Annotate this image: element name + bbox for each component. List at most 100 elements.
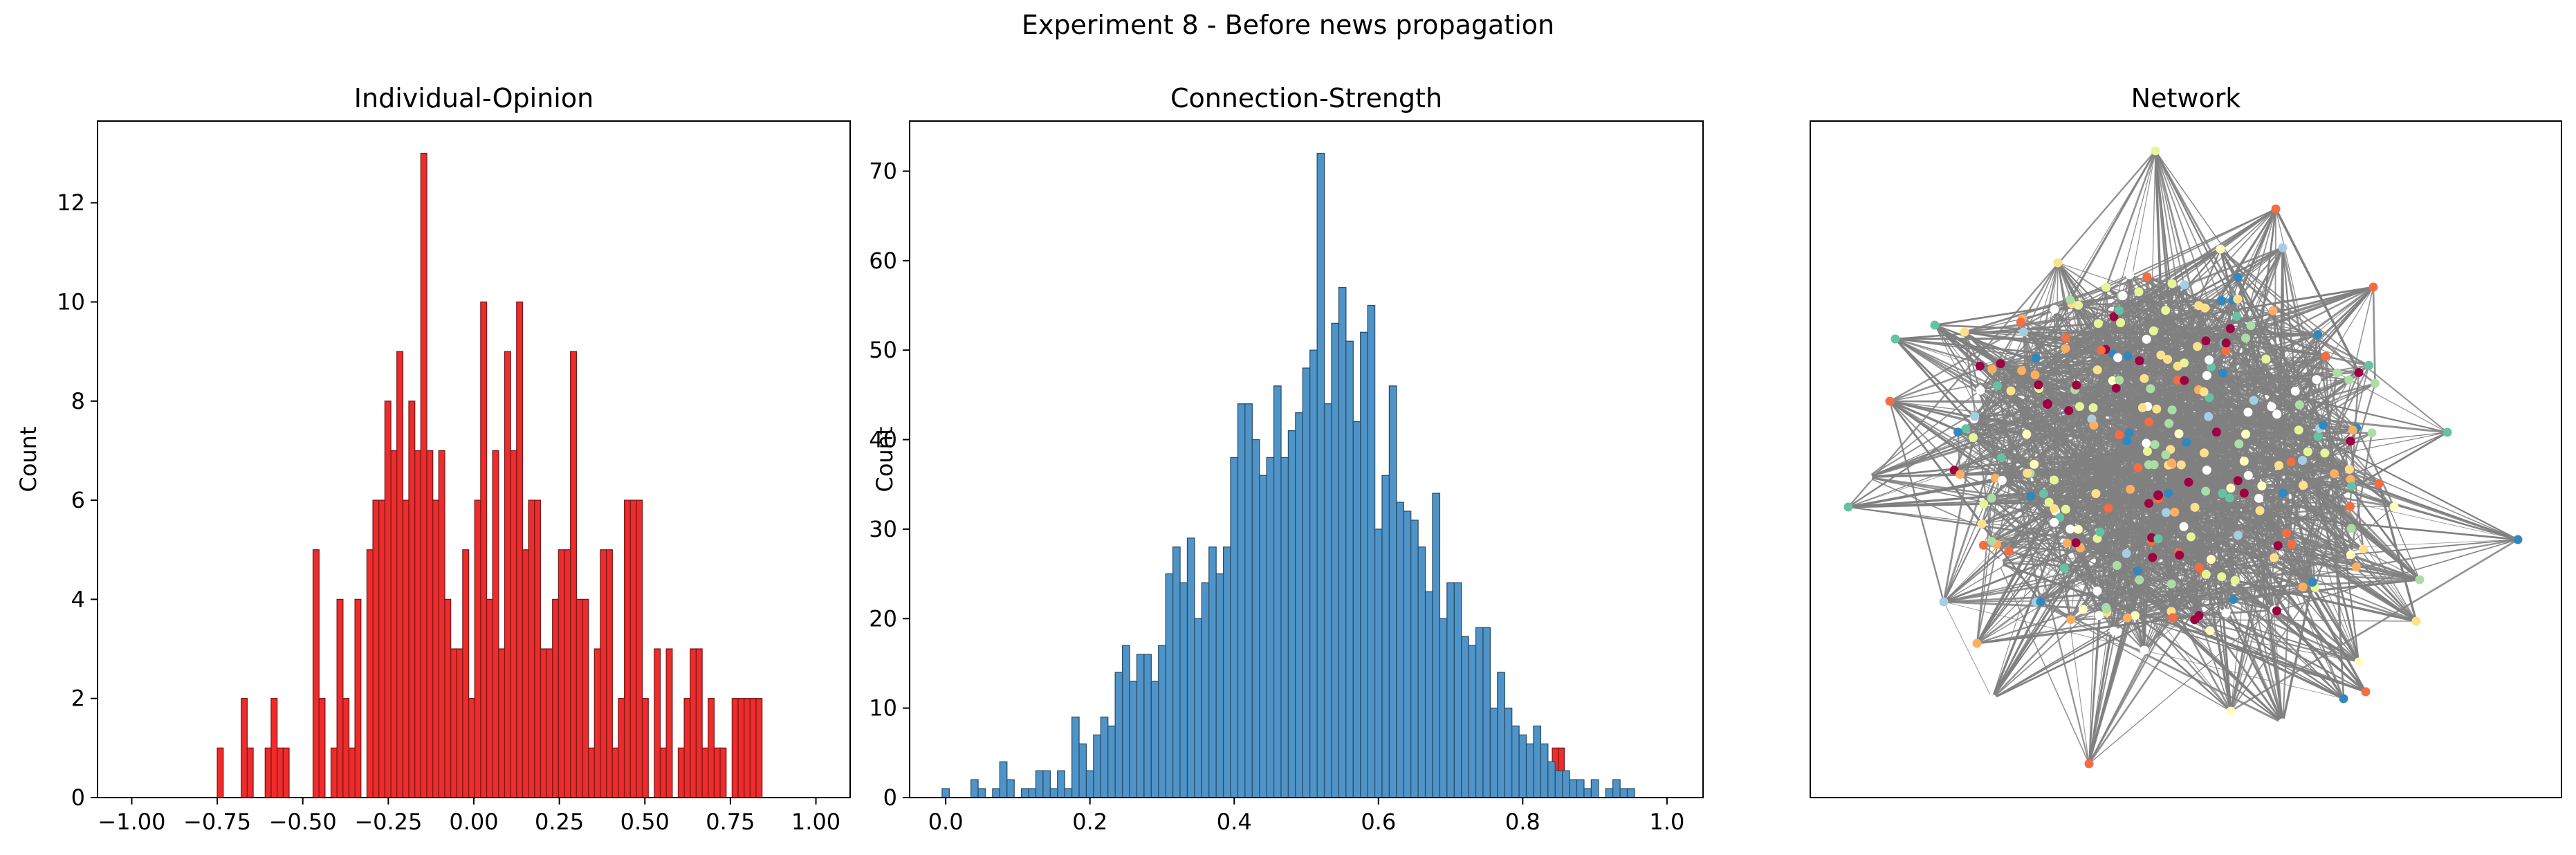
network-node [2346, 524, 2356, 533]
network-edge [2205, 490, 2367, 693]
histogram-bar [1352, 421, 1361, 798]
network-edge [2106, 208, 2276, 288]
network-node [2026, 491, 2036, 501]
network-node [2092, 586, 2102, 596]
x-tick-label: 0.25 [535, 809, 584, 835]
network-edge [2158, 535, 2191, 540]
network-node [2161, 508, 2171, 517]
histogram-bar [402, 499, 410, 798]
histogram-bar [701, 747, 709, 798]
network-node [1960, 327, 1969, 337]
network-node [2257, 481, 2267, 490]
network-edge [2119, 310, 2279, 546]
network-edge [1964, 331, 2003, 481]
network-node [2233, 476, 2243, 486]
network-edge [2216, 300, 2234, 432]
histogram-bar [1533, 725, 1542, 798]
network-node [2221, 608, 2231, 618]
network-edge [1954, 451, 2308, 471]
network-node [2239, 488, 2249, 498]
histogram-bar [1078, 743, 1087, 798]
network-edge [1943, 601, 1993, 699]
network-edge [2317, 334, 2360, 663]
network-node [2225, 493, 2234, 503]
network-node [2109, 312, 2119, 322]
network-edge [2286, 532, 2417, 622]
network-edge [2010, 150, 2156, 392]
network-node [2173, 376, 2182, 385]
histogram-bar [1590, 779, 1599, 798]
network-edge [2205, 574, 2232, 712]
network-node [1978, 540, 1988, 550]
network-edge [2137, 390, 2297, 572]
network-node [2133, 463, 2143, 472]
histogram-bar [1360, 331, 1368, 798]
y-tick-label: 30 [869, 516, 897, 542]
network-edge [2171, 283, 2352, 529]
histogram-bar [1107, 725, 1116, 798]
network-edge [1934, 324, 1993, 370]
histogram-bar [1583, 788, 1592, 798]
network-edge [1894, 338, 2081, 549]
network-node [1991, 473, 2000, 483]
network-node [2279, 488, 2288, 498]
network-node [2271, 204, 2281, 214]
network-node [2346, 436, 2355, 445]
histogram-bar [1504, 707, 1513, 798]
network-node [1976, 385, 1985, 395]
network-node [2062, 538, 2072, 548]
histogram-bar [450, 648, 457, 798]
histogram-bar [217, 747, 224, 798]
network-edge [1848, 150, 2156, 508]
histogram-bar [1237, 403, 1246, 798]
network-edge [1991, 572, 2205, 699]
histogram-bar [623, 499, 631, 798]
network-edge [2069, 150, 2157, 301]
histogram-bar [1525, 743, 1534, 798]
network-node [2270, 553, 2279, 562]
y-tick-label: 10 [869, 695, 897, 721]
histogram-bar [629, 499, 637, 798]
network-node [2167, 279, 2177, 288]
network-node [2201, 336, 2211, 346]
x-tick-label: 1.0 [1649, 809, 1684, 835]
network-node [2290, 386, 2300, 396]
histogram-bar [444, 598, 452, 798]
network-edge [2098, 322, 2326, 358]
network-edge [2172, 616, 2344, 700]
network-edge [2119, 380, 2359, 663]
network-edge [2138, 291, 2145, 651]
network-node [2202, 466, 2211, 475]
network-node [2180, 358, 2189, 368]
network-edge [2088, 565, 2117, 764]
network-node [1863, 472, 1873, 482]
network-edge [2122, 295, 2233, 301]
y-tick-label: 6 [71, 487, 85, 513]
network-edge [2166, 359, 2283, 724]
network-edge [2286, 533, 2357, 568]
network-node [1970, 412, 1980, 421]
y-tick-label: 2 [71, 686, 85, 712]
x-tick-label: −0.25 [354, 809, 422, 835]
network-node [2030, 370, 2040, 380]
network-node [2064, 406, 2074, 416]
network-edge [2337, 372, 2448, 433]
histogram-bar [713, 747, 721, 798]
network-node [1843, 502, 1853, 512]
network-edge [1943, 554, 2180, 603]
network-node [2043, 399, 2052, 409]
histogram-bar [1612, 779, 1621, 798]
network-node [2389, 502, 2399, 512]
y-tick-label: 60 [869, 248, 897, 274]
histogram-bar [731, 698, 739, 798]
network-node [2050, 504, 2059, 513]
network-node [2149, 326, 2158, 335]
histogram-bar [1129, 681, 1138, 798]
network-node [2241, 333, 2250, 343]
network-node [2254, 493, 2263, 503]
histogram-bar [600, 549, 607, 798]
network-node [2084, 759, 2094, 769]
network-node [1939, 597, 1949, 607]
network-edge [2216, 431, 2367, 692]
network-node [1972, 638, 1982, 648]
